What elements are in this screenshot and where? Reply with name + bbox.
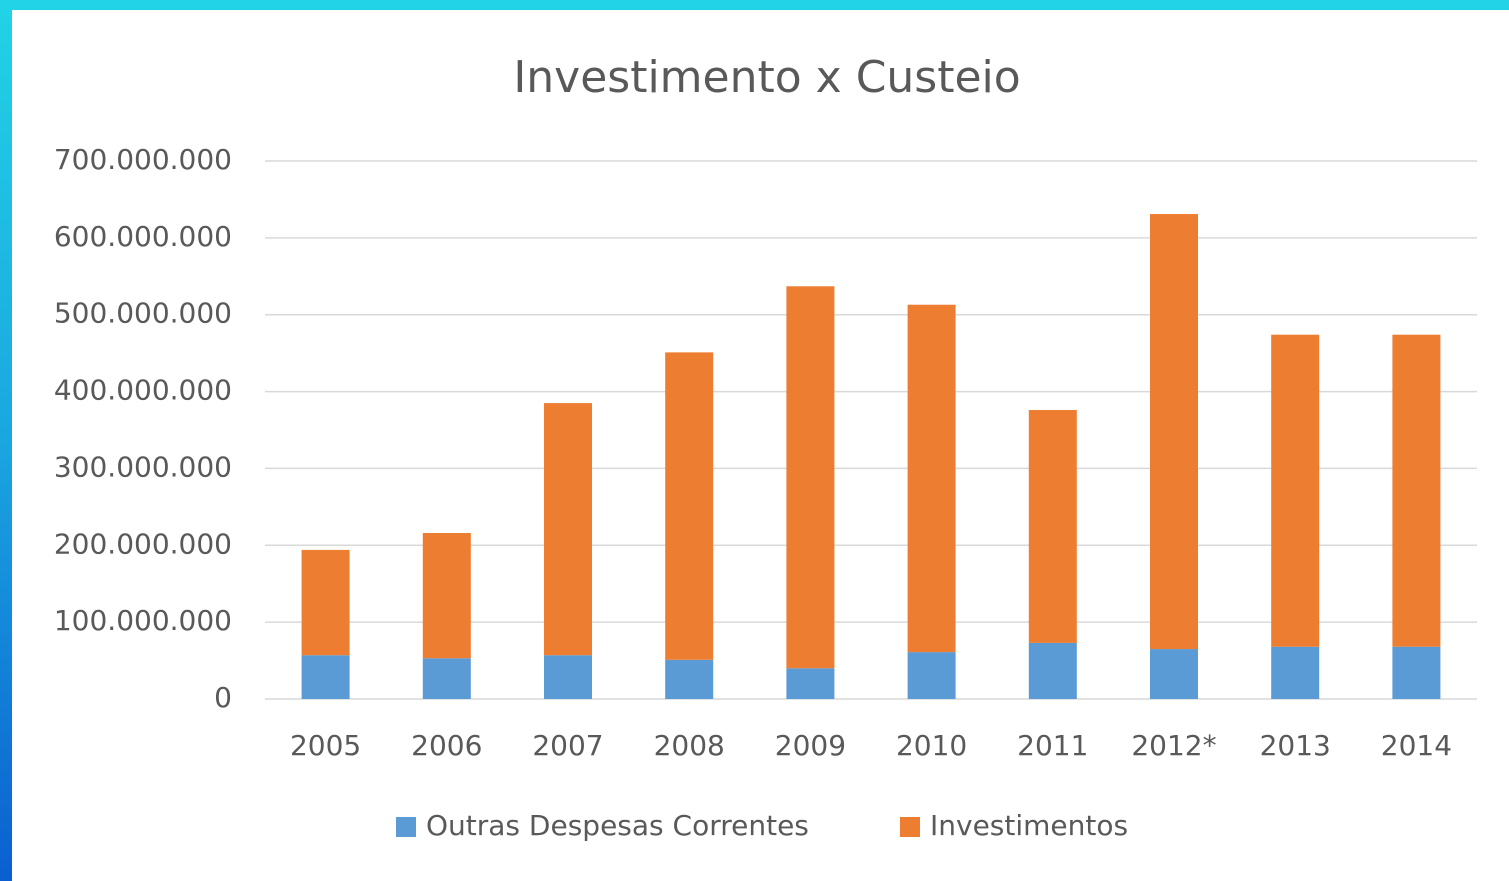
x-tick-label: 2006 bbox=[411, 729, 482, 762]
bar-segment bbox=[1028, 410, 1077, 643]
y-tick-label: 300.000.000 bbox=[54, 450, 232, 483]
bar-segment bbox=[786, 286, 835, 669]
y-tick-label: 100.000.000 bbox=[54, 604, 232, 637]
bar-segment bbox=[1271, 646, 1320, 699]
legend-swatch bbox=[900, 817, 920, 837]
legend-swatch bbox=[396, 817, 416, 837]
x-tick-label: 2008 bbox=[654, 729, 725, 762]
bar-segment bbox=[1271, 334, 1320, 647]
bar-segment bbox=[301, 655, 350, 699]
chart-panel bbox=[12, 10, 1509, 881]
bar-segment bbox=[907, 652, 956, 699]
bar-segment bbox=[665, 352, 714, 660]
bar-segment bbox=[1392, 646, 1441, 699]
x-tick-label: 2005 bbox=[290, 729, 361, 762]
bar-segment bbox=[422, 532, 471, 659]
bar-segment bbox=[301, 549, 350, 656]
x-tick-label: 2014 bbox=[1381, 729, 1452, 762]
bar-segment bbox=[544, 403, 592, 656]
y-tick-label: 700.000.000 bbox=[54, 143, 232, 176]
bar-segment bbox=[422, 658, 471, 699]
bar-segment bbox=[1150, 649, 1198, 699]
chart-title: Investimento x Custeio bbox=[513, 52, 1020, 103]
bar-segment bbox=[786, 668, 835, 699]
bar-segment bbox=[1392, 334, 1441, 647]
y-tick-label: 600.000.000 bbox=[54, 220, 232, 253]
y-tick-label: 400.000.000 bbox=[54, 374, 232, 407]
x-tick-label: 2010 bbox=[896, 729, 967, 762]
bar-segment bbox=[1028, 642, 1077, 699]
x-tick-label: 2011 bbox=[1017, 729, 1088, 762]
legend-label: Outras Despesas Correntes bbox=[426, 809, 809, 842]
bar-segment bbox=[665, 659, 714, 699]
bar-segment bbox=[907, 304, 956, 653]
x-tick-label: 2012* bbox=[1131, 729, 1216, 762]
bar-segment bbox=[1150, 214, 1198, 650]
x-tick-label: 2013 bbox=[1260, 729, 1331, 762]
bar-segment bbox=[544, 655, 592, 699]
x-tick-label: 2007 bbox=[532, 729, 603, 762]
y-tick-label: 500.000.000 bbox=[54, 297, 232, 330]
legend-label: Investimentos bbox=[930, 809, 1128, 842]
y-tick-label: 0 bbox=[214, 681, 232, 714]
y-tick-label: 200.000.000 bbox=[54, 527, 232, 560]
x-tick-label: 2009 bbox=[775, 729, 846, 762]
